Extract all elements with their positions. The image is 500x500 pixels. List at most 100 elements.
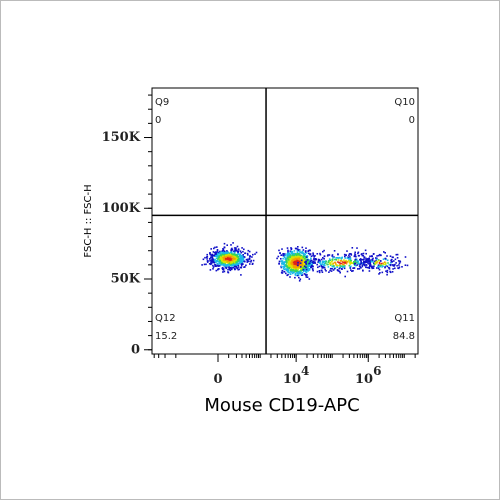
event-dot: [250, 261, 252, 263]
event-dot: [231, 253, 233, 255]
event-dot: [292, 265, 295, 268]
event-dot: [335, 263, 337, 266]
event-dot: [305, 263, 307, 265]
event-dot: [320, 269, 323, 272]
event-dot: [220, 255, 223, 257]
event-dot: [337, 259, 340, 261]
event-dot: [292, 252, 295, 255]
event-dot: [232, 242, 234, 244]
event-dot: [216, 246, 218, 248]
event-dot: [215, 255, 218, 257]
event-dot: [380, 262, 383, 265]
event-dot: [287, 258, 289, 260]
event-dot: [216, 251, 218, 254]
event-dot: [281, 248, 283, 250]
event-dot: [345, 254, 347, 256]
event-dot: [329, 262, 332, 264]
event-dot: [349, 267, 352, 269]
event-dot: [293, 259, 295, 261]
event-dot: [212, 251, 215, 253]
event-dot: [284, 261, 286, 263]
event-dot: [237, 261, 240, 263]
event-dot: [234, 256, 236, 258]
event-dot: [233, 265, 236, 268]
event-dot: [354, 254, 357, 256]
event-dot: [327, 266, 330, 268]
event-dot: [384, 263, 387, 266]
event-dot: [357, 260, 360, 262]
event-dot: [219, 262, 221, 265]
event-dot: [221, 253, 224, 256]
event-dot: [225, 258, 227, 261]
event-dot: [304, 258, 306, 260]
event-dot: [233, 261, 236, 263]
event-dot: [362, 263, 364, 266]
event-dot: [384, 266, 386, 269]
event-dot: [354, 258, 357, 261]
event-dot: [297, 274, 300, 276]
y-tick-label: 50K: [111, 272, 141, 287]
event-dot: [357, 262, 360, 264]
quadrant-name: Q9: [155, 97, 169, 108]
event-dot: [356, 264, 358, 266]
event-dot: [367, 259, 370, 261]
event-dot: [289, 260, 292, 262]
event-dot: [227, 262, 229, 264]
event-dot: [286, 247, 289, 249]
event-dot: [227, 268, 229, 271]
event-dot: [353, 261, 355, 263]
event-dot: [362, 262, 365, 264]
event-dot: [246, 261, 249, 263]
event-dot: [349, 263, 352, 265]
event-dot: [354, 261, 356, 264]
event-dot: [290, 261, 292, 264]
event-dot: [350, 262, 353, 264]
event-dot: [296, 249, 299, 252]
event-dot: [303, 264, 306, 266]
event-dot: [237, 268, 240, 271]
event-dot: [223, 250, 226, 253]
event-dot: [361, 265, 364, 268]
event-dot: [347, 260, 350, 262]
event-dot: [348, 264, 351, 267]
event-dot: [363, 258, 365, 260]
event-dot: [220, 261, 222, 264]
event-dot: [390, 264, 392, 266]
event-dot: [289, 273, 292, 275]
event-dot: [307, 265, 310, 268]
event-dot: [317, 266, 319, 269]
event-dot: [233, 259, 235, 262]
event-dot: [322, 265, 324, 268]
event-dot: [298, 266, 300, 268]
event-dot: [322, 250, 324, 253]
event-dot: [289, 250, 292, 252]
event-dot: [297, 273, 299, 275]
event-dot: [278, 249, 280, 252]
event-dot: [362, 270, 364, 272]
event-dot: [206, 255, 209, 258]
event-dot: [289, 276, 291, 278]
event-dot: [385, 258, 387, 261]
event-dot: [351, 247, 354, 249]
event-dot: [293, 254, 296, 257]
event-dot: [238, 257, 240, 260]
event-dot: [310, 261, 312, 264]
event-dot: [232, 257, 234, 260]
event-dot: [346, 257, 349, 259]
event-dot: [239, 250, 242, 252]
event-dot: [282, 257, 284, 260]
event-dot: [291, 259, 294, 262]
event-dot: [320, 258, 323, 261]
tick-base: 0: [213, 372, 222, 387]
event-dot: [303, 252, 305, 255]
event-dot: [288, 262, 291, 264]
quadrant-name: Q12: [155, 313, 176, 324]
event-dot: [281, 272, 284, 274]
event-dot: [240, 251, 242, 254]
event-dot: [375, 257, 377, 259]
event-dot: [331, 265, 334, 268]
event-dot: [370, 260, 373, 262]
event-dot: [370, 266, 373, 268]
event-dot: [312, 254, 314, 257]
event-dot: [236, 245, 239, 248]
